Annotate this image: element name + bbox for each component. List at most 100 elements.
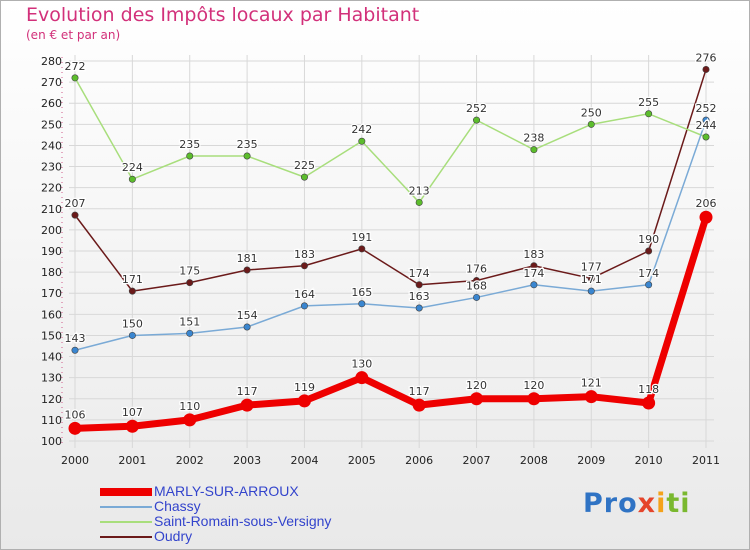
point-marly-sur-arroux-2007 — [470, 392, 484, 406]
data-label-chassy-2001: 150 — [122, 317, 143, 330]
y-tick-label-170: 170 — [41, 287, 62, 300]
point-chassy-2010 — [645, 281, 653, 289]
data-label-chassy-2007: 168 — [466, 279, 487, 292]
point-saint-romain-sous-versigny-2005 — [358, 137, 366, 145]
point-chassy-2011 — [702, 116, 710, 124]
point-marly-sur-arroux-2000 — [68, 421, 82, 435]
point-chassy-2002 — [186, 329, 194, 337]
point-chassy-2005 — [358, 300, 366, 308]
data-label-marly-sur-arroux-2011: 206 — [696, 197, 717, 210]
point-oudry-2005 — [358, 245, 366, 253]
data-label-marly-sur-arroux-2002: 110 — [179, 400, 200, 413]
point-marly-sur-arroux-2002 — [183, 413, 197, 427]
y-tick-label-200: 200 — [41, 224, 62, 237]
series-line-saint-romain-sous-versigny — [74, 77, 707, 204]
point-marly-sur-arroux-2005 — [355, 371, 369, 385]
point-oudry-2001 — [128, 287, 136, 295]
point-marly-sur-arroux-2001 — [125, 419, 139, 433]
data-label-oudry-2009: 177 — [581, 260, 602, 273]
data-label-saint-romain-sous-versigny-2002: 235 — [179, 138, 200, 151]
data-label-marly-sur-arroux-2009: 121 — [581, 377, 602, 390]
y-tick-label-120: 120 — [41, 393, 62, 406]
y-tick-label-280: 280 — [41, 55, 62, 68]
data-label-chassy-2009: 171 — [581, 273, 602, 286]
y-tick-label-150: 150 — [41, 329, 62, 342]
point-saint-romain-sous-versigny-2008 — [530, 146, 538, 154]
point-saint-romain-sous-versigny-2000 — [71, 74, 79, 82]
y-tick-label-110: 110 — [41, 414, 62, 427]
data-label-chassy-2010: 174 — [638, 267, 659, 280]
point-saint-romain-sous-versigny-2010 — [645, 110, 653, 118]
point-marly-sur-arroux-2009 — [584, 390, 598, 404]
series-line-marly-sur-arroux — [74, 216, 710, 432]
data-label-saint-romain-sous-versigny-2005: 242 — [351, 123, 372, 136]
data-label-marly-sur-arroux-2006: 117 — [409, 385, 430, 398]
y-tick-label-240: 240 — [41, 139, 62, 152]
x-tick-label-2004: 2004 — [290, 454, 318, 467]
legend-item-saint-romain: Saint-Romain-sous-Versigny — [100, 513, 420, 529]
data-label-chassy-2004: 164 — [294, 288, 315, 301]
y-tick-label-160: 160 — [41, 308, 62, 321]
point-saint-romain-sous-versigny-2009 — [587, 120, 595, 128]
legend-label-saint-romain: Saint-Romain-sous-Versigny — [154, 513, 332, 529]
series-line-oudry — [74, 69, 707, 292]
data-label-marly-sur-arroux-2003: 117 — [237, 385, 258, 398]
data-label-marly-sur-arroux-2000: 106 — [65, 408, 86, 421]
y-tick-label-260: 260 — [41, 97, 62, 110]
point-oudry-2008 — [530, 262, 538, 270]
y-tick-label-220: 220 — [41, 182, 62, 195]
data-label-chassy-2000: 143 — [65, 332, 86, 345]
x-tick-label-2010: 2010 — [635, 454, 663, 467]
data-label-oudry-2001: 171 — [122, 273, 143, 286]
point-chassy-2000 — [71, 346, 79, 354]
data-label-oudry-2005: 191 — [351, 231, 372, 244]
legend: MARLY-SUR-ARROUX Chassy Saint-Romain-sou… — [100, 483, 420, 544]
point-chassy-2008 — [530, 281, 538, 289]
data-label-saint-romain-sous-versigny-2011: 244 — [696, 119, 717, 132]
data-label-oudry-2011: 276 — [696, 51, 717, 64]
data-label-oudry-2010: 190 — [638, 233, 659, 246]
y-tick-label-230: 230 — [41, 161, 62, 174]
point-saint-romain-sous-versigny-2001 — [128, 175, 136, 183]
point-oudry-2007 — [473, 277, 481, 285]
data-label-chassy-2002: 151 — [179, 315, 200, 328]
data-label-saint-romain-sous-versigny-2000: 272 — [65, 60, 86, 73]
legend-label-marly: MARLY-SUR-ARROUX — [154, 483, 299, 499]
point-marly-sur-arroux-2003 — [240, 398, 254, 412]
y-tick-label-210: 210 — [41, 203, 62, 216]
data-label-marly-sur-arroux-2008: 120 — [523, 379, 544, 392]
legend-swatch-chassy — [100, 506, 152, 508]
data-label-saint-romain-sous-versigny-2006: 213 — [409, 184, 430, 197]
x-tick-label-2006: 2006 — [405, 454, 433, 467]
y-tick-label-130: 130 — [41, 372, 62, 385]
x-tick-label-2005: 2005 — [348, 454, 376, 467]
data-label-saint-romain-sous-versigny-2003: 235 — [237, 138, 258, 151]
point-oudry-2002 — [186, 279, 194, 287]
data-label-saint-romain-sous-versigny-2001: 224 — [122, 161, 143, 174]
data-label-marly-sur-arroux-2001: 107 — [122, 406, 143, 419]
data-label-marly-sur-arroux-2005: 130 — [351, 358, 372, 371]
data-label-chassy-2003: 154 — [237, 309, 258, 322]
chart-title: Evolution des Impôts locaux par Habitant — [26, 4, 420, 26]
point-marly-sur-arroux-2011 — [699, 210, 713, 224]
x-tick-label-2003: 2003 — [233, 454, 261, 467]
x-tick-label-2001: 2001 — [118, 454, 146, 467]
point-chassy-2003 — [243, 323, 251, 331]
point-oudry-2010 — [645, 247, 653, 255]
data-labels: 207 171 175 181 183 191 174 176 183 177 190 276 272 2… — [63, 50, 718, 422]
point-saint-romain-sous-versigny-2011 — [702, 133, 710, 141]
data-label-oudry-2000: 207 — [65, 197, 86, 210]
point-oudry-2009 — [587, 274, 595, 282]
data-label-marly-sur-arroux-2010: 118 — [638, 383, 659, 396]
point-marly-sur-arroux-2010 — [642, 396, 656, 410]
data-label-oudry-2003: 181 — [237, 252, 258, 265]
series-lines — [68, 65, 713, 435]
data-label-saint-romain-sous-versigny-2007: 252 — [466, 102, 487, 115]
data-label-marly-sur-arroux-2004: 119 — [294, 381, 315, 394]
proxiti-logo: Proxiti — [583, 488, 691, 519]
x-tick-label-2009: 2009 — [577, 454, 605, 467]
data-label-saint-romain-sous-versigny-2004: 225 — [294, 159, 315, 172]
point-oudry-2000 — [71, 211, 79, 219]
